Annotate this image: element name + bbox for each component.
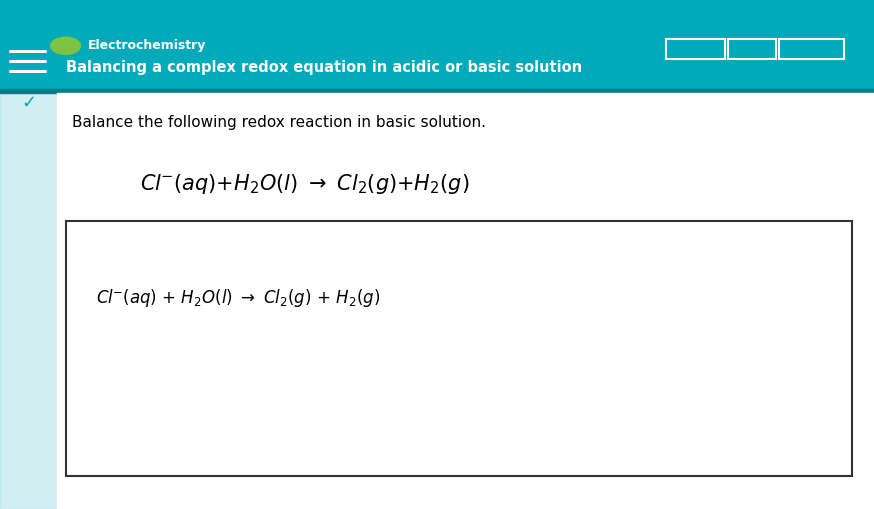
Text: Electrochemistry: Electrochemistry	[87, 39, 205, 52]
Text: Cl$^{-}$$(aq)$+H$_{2}$O$(l)$ $\rightarrow$ Cl$_{2}$$(g)$+H$_{2}$$(g)$: Cl$^{-}$$(aq)$+H$_{2}$O$(l)$ $\rightarro…	[140, 172, 469, 196]
Text: Balance the following redox reaction in basic solution.: Balance the following redox reaction in …	[72, 115, 486, 130]
Bar	[0, 89, 874, 93]
Bar	[728, 39, 776, 59]
Bar	[57, 93, 874, 509]
Text: Balancing a complex redox equation in acidic or basic solution: Balancing a complex redox equation in ac…	[66, 60, 582, 75]
Text: ✓: ✓	[21, 94, 36, 112]
Bar	[0, 0, 874, 89]
Bar	[0, 93, 57, 509]
Bar	[666, 39, 725, 59]
Circle shape	[51, 37, 80, 54]
Text: Cl$^{-}$$(aq)$ + H$_{2}$O$(l)$ $\rightarrow$ Cl$_{2}$$(g)$ + H$_{2}$$(g)$: Cl$^{-}$$(aq)$ + H$_{2}$O$(l)$ $\rightar…	[96, 287, 380, 309]
Bar	[779, 39, 844, 59]
Bar	[66, 221, 852, 476]
